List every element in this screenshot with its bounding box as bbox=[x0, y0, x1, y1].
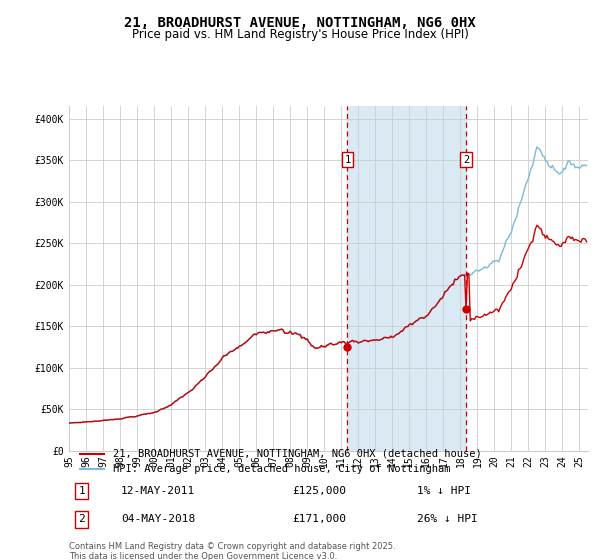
Text: 2: 2 bbox=[463, 155, 469, 165]
Text: Contains HM Land Registry data © Crown copyright and database right 2025.
This d: Contains HM Land Registry data © Crown c… bbox=[69, 542, 395, 560]
Bar bbox=[347, 106, 466, 451]
Text: £125,000: £125,000 bbox=[292, 486, 346, 496]
Text: 04-MAY-2018: 04-MAY-2018 bbox=[121, 515, 195, 524]
Text: £171,000: £171,000 bbox=[292, 515, 346, 524]
Text: 2: 2 bbox=[79, 515, 85, 524]
Text: 26% ↓ HPI: 26% ↓ HPI bbox=[417, 515, 478, 524]
Text: HPI: Average price, detached house, City of Nottingham: HPI: Average price, detached house, City… bbox=[113, 464, 451, 474]
Text: 12-MAY-2011: 12-MAY-2011 bbox=[121, 486, 195, 496]
Text: 1% ↓ HPI: 1% ↓ HPI bbox=[417, 486, 471, 496]
Text: 21, BROADHURST AVENUE, NOTTINGHAM, NG6 0HX (detached house): 21, BROADHURST AVENUE, NOTTINGHAM, NG6 0… bbox=[113, 449, 482, 459]
Text: 1: 1 bbox=[79, 486, 85, 496]
Text: Price paid vs. HM Land Registry's House Price Index (HPI): Price paid vs. HM Land Registry's House … bbox=[131, 28, 469, 41]
Text: 1: 1 bbox=[344, 155, 350, 165]
Text: 21, BROADHURST AVENUE, NOTTINGHAM, NG6 0HX: 21, BROADHURST AVENUE, NOTTINGHAM, NG6 0… bbox=[124, 16, 476, 30]
